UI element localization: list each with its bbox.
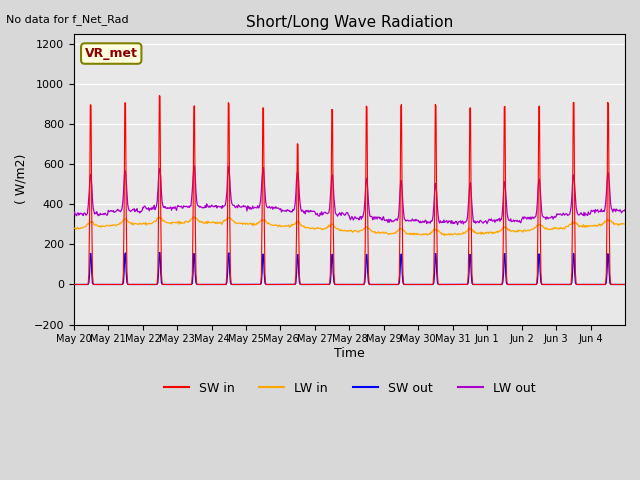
X-axis label: Time: Time — [334, 347, 365, 360]
Text: No data for f_Net_Rad: No data for f_Net_Rad — [6, 14, 129, 25]
Y-axis label: ( W/m2): ( W/m2) — [15, 154, 28, 204]
Legend: SW in, LW in, SW out, LW out: SW in, LW in, SW out, LW out — [159, 377, 540, 400]
Title: Short/Long Wave Radiation: Short/Long Wave Radiation — [246, 15, 453, 30]
Text: VR_met: VR_met — [85, 47, 138, 60]
